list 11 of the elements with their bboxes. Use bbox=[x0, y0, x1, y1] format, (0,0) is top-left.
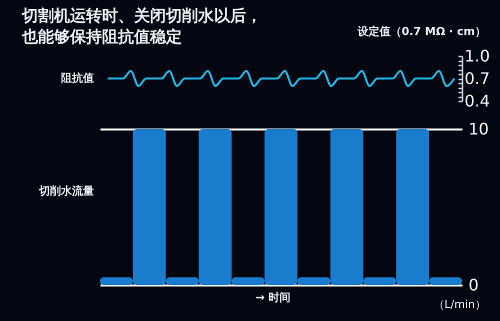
text: 设定值（0.7 MΩ · cm） bbox=[356, 25, 486, 38]
y-axis-title: 阻抗值 bbox=[61, 72, 94, 84]
y-tick-label: 1.0 bbox=[464, 46, 490, 66]
chart-title: 切割机运转时、关闭切削水以后，也能够保持阻抗值稳定 bbox=[21, 6, 262, 46]
y-tick-label: 10 bbox=[468, 120, 489, 138]
y-tick-label: 0.7 bbox=[464, 69, 490, 88]
y-axis-title: 切削水流量 bbox=[38, 184, 94, 198]
y-tick-label: 0 bbox=[468, 276, 479, 294]
y-tick-label: 0.4 bbox=[464, 92, 490, 110]
text: （L/min） bbox=[433, 298, 486, 311]
x-axis-title: → 时间 bbox=[255, 291, 291, 304]
